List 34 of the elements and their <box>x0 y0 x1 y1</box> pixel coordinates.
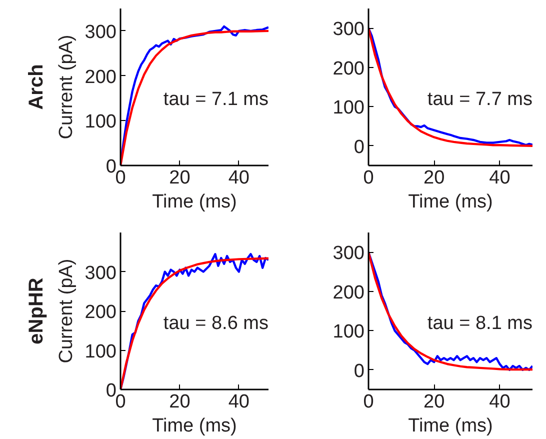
x-tick-label: 40 <box>228 168 250 188</box>
x-tick-label: 40 <box>228 392 250 412</box>
y-axis-title: Current (pA) <box>56 258 77 364</box>
annotation: tau = 8.1 ms <box>427 313 533 334</box>
x-axis-title: Time (ms) <box>152 192 237 212</box>
x-axis-title: Time (ms) <box>408 416 493 436</box>
y-tick-label: 300 <box>332 243 364 264</box>
annotation: tau = 7.7 ms <box>427 89 533 110</box>
x-axis-title: Time (ms) <box>408 192 493 212</box>
y-tick-label: 0 <box>354 360 365 382</box>
text: eNpHR <box>26 277 48 344</box>
text: Arch <box>26 64 48 110</box>
x-tick-label: 20 <box>169 168 190 188</box>
y-tick-label: 100 <box>332 322 364 343</box>
x-tick-label: 20 <box>424 392 445 412</box>
x-tick-label: 40 <box>489 168 510 188</box>
y-tick-label: 100 <box>332 98 364 119</box>
y-tick-label: 200 <box>332 58 364 80</box>
y-tick-label: 300 <box>84 262 116 284</box>
y-tick-label: 300 <box>332 19 364 40</box>
y-axis-title: Current (pA) <box>56 34 77 140</box>
annotation: tau = 8.6 ms <box>163 313 269 334</box>
y-tick-label: 200 <box>84 302 116 323</box>
x-axis-title: Time (ms) <box>152 416 237 436</box>
x-tick-label: 20 <box>424 168 445 188</box>
y-tick-label: 100 <box>84 112 116 133</box>
y-tick-label: 200 <box>84 66 116 88</box>
y-tick-label: 100 <box>84 341 116 362</box>
annotation: tau = 7.1 ms <box>163 89 269 110</box>
y-tick-label: 200 <box>332 282 364 304</box>
y-tick-label: 300 <box>84 22 116 43</box>
x-tick-label: 40 <box>489 392 510 412</box>
x-tick-label: 20 <box>169 392 190 412</box>
y-tick-label: 0 <box>354 136 365 158</box>
